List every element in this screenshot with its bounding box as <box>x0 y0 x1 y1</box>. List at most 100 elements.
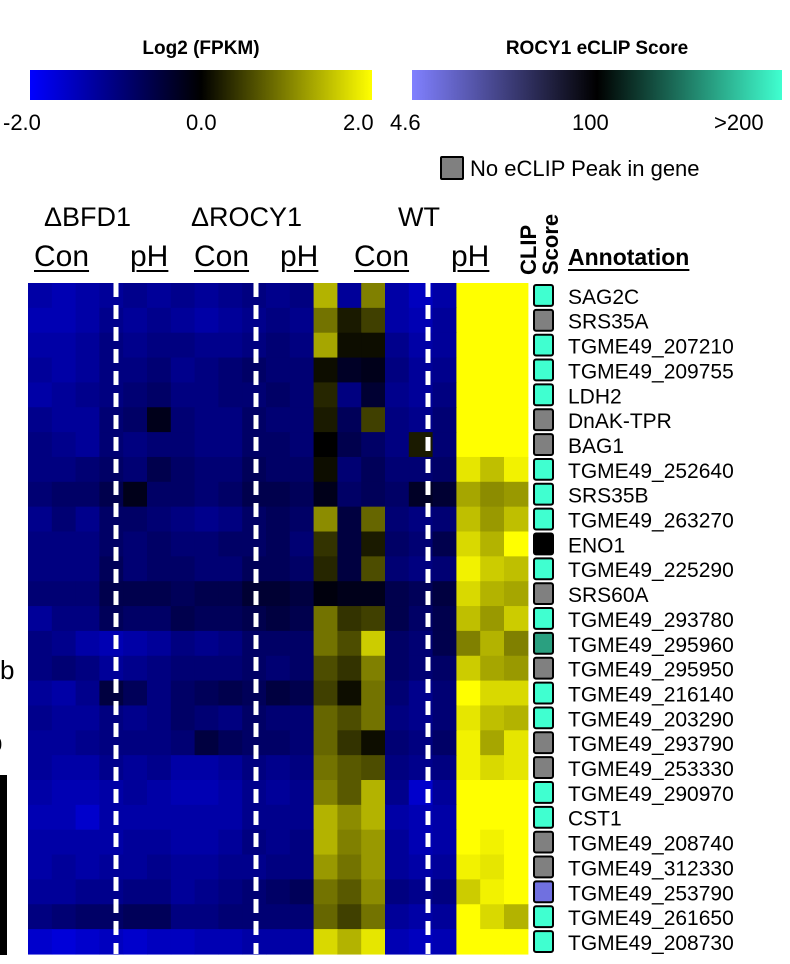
heatmap-cell <box>504 804 529 831</box>
heatmap-cell <box>99 531 124 557</box>
clip-score-cell <box>533 507 554 531</box>
heatmap-cell <box>75 929 100 955</box>
heatmap-cell <box>361 283 386 309</box>
side-label-b-cut: b <box>0 727 2 758</box>
heatmap-cell <box>456 432 481 458</box>
heatmap-cell <box>147 655 172 682</box>
heatmap-cell <box>170 581 196 607</box>
heatmap-cell <box>480 705 505 731</box>
heatmap-cell <box>480 829 505 856</box>
heatmap-cell <box>313 382 338 408</box>
heatmap-cell <box>361 630 386 657</box>
heatmap-cell <box>99 332 124 359</box>
gene-annotation-label: TGME49_263270 <box>568 510 734 533</box>
heatmap-cell <box>361 829 386 856</box>
heatmap-cell <box>147 929 172 955</box>
gene-annotation-label: TGME49_209755 <box>568 360 734 383</box>
heatmap-cell <box>123 854 148 880</box>
heatmap-cell <box>337 382 362 408</box>
heatmap-cell <box>337 804 362 831</box>
heatmap-cell <box>75 755 100 781</box>
heatmap-cell <box>266 506 291 533</box>
heatmap-cell <box>385 531 410 557</box>
heatmap-cell <box>28 780 53 806</box>
heatmap-cell <box>361 879 386 905</box>
heatmap-cell <box>385 655 410 682</box>
heatmap-cell <box>313 879 338 905</box>
heatmap-cell <box>337 506 362 533</box>
heatmap-cell <box>218 929 243 955</box>
heatmap-cell <box>504 730 529 756</box>
heatmap-cell <box>337 606 362 632</box>
heatmap-cell <box>218 680 243 707</box>
heatmap-cell <box>504 655 529 682</box>
heatmap-cell <box>51 630 77 657</box>
heatmap-cell <box>266 606 291 632</box>
heatmap-cell <box>456 307 481 334</box>
heatmap-cell <box>123 655 148 682</box>
heatmap-cell <box>385 755 410 781</box>
heatmap-cell <box>123 680 148 707</box>
gene-annotation-label: SAG2C <box>568 286 639 309</box>
heatmap-cell <box>289 705 315 731</box>
heatmap-cell <box>123 481 148 508</box>
heatmap-cell <box>289 854 315 880</box>
heatmap-cell <box>289 904 315 930</box>
gene-annotation-label: SRS35A <box>568 311 649 334</box>
heatmap-cell <box>194 283 219 309</box>
heatmap-cell <box>432 854 457 880</box>
heatmap-cell <box>432 705 457 731</box>
heatmap-cell <box>456 481 481 508</box>
heatmap-cell <box>75 879 100 905</box>
heatmap-cell <box>337 357 362 383</box>
heatmap-cell <box>361 581 386 607</box>
heatmap-cell <box>361 804 386 831</box>
heatmap-cell <box>504 307 529 334</box>
expression-tick-min: -2.0 <box>3 110 41 135</box>
heatmap-cell <box>337 904 362 930</box>
gene-annotation-label: TGME49_225290 <box>568 559 734 582</box>
heatmap-cell <box>75 283 100 309</box>
heatmap-cell <box>75 307 100 334</box>
heatmap-cell <box>28 357 53 383</box>
heatmap-cell <box>337 581 362 607</box>
heatmap-cell <box>337 680 362 707</box>
heatmap-cell <box>266 680 291 707</box>
heatmap-cell <box>313 407 338 433</box>
heatmap-cell <box>337 456 362 483</box>
heatmap-cell <box>266 556 291 582</box>
heatmap-cell <box>123 829 148 856</box>
heatmap-cell <box>337 929 362 955</box>
clip-score-cell <box>533 731 554 755</box>
heatmap-cell <box>313 283 338 309</box>
heatmap-cell <box>361 456 386 483</box>
heatmap-cell <box>147 283 172 309</box>
gene-annotation-label: TGME49_290970 <box>568 783 734 806</box>
heatmap-cell <box>504 705 529 731</box>
heatmap-cell <box>75 357 100 383</box>
heatmap-cell <box>337 332 362 359</box>
clip-score-cell <box>533 656 554 680</box>
heatmap-cell <box>28 730 53 756</box>
heatmap-cell <box>504 780 529 806</box>
heatmap-cell <box>432 506 457 533</box>
heatmap-cell <box>99 481 124 508</box>
heatmap-cell <box>504 382 529 408</box>
heatmap-cell <box>289 929 315 955</box>
clip-score-cell <box>533 308 554 332</box>
heatmap-cell <box>51 829 77 856</box>
heatmap-cell <box>51 730 77 756</box>
heatmap-cell <box>313 829 338 856</box>
heatmap-cell <box>147 456 172 483</box>
heatmap-cell <box>51 357 77 383</box>
heatmap-cell <box>337 556 362 582</box>
heatmap-cell <box>456 854 481 880</box>
heatmap-cell <box>123 307 148 334</box>
gene-annotation-label: CST1 <box>568 808 622 831</box>
heatmap-cell <box>147 705 172 731</box>
heatmap-cell <box>218 506 243 533</box>
heatmap-cell <box>504 456 529 483</box>
heatmap-cell <box>385 879 410 905</box>
clip-score-cell <box>533 905 554 929</box>
heatmap-cell <box>337 854 362 880</box>
